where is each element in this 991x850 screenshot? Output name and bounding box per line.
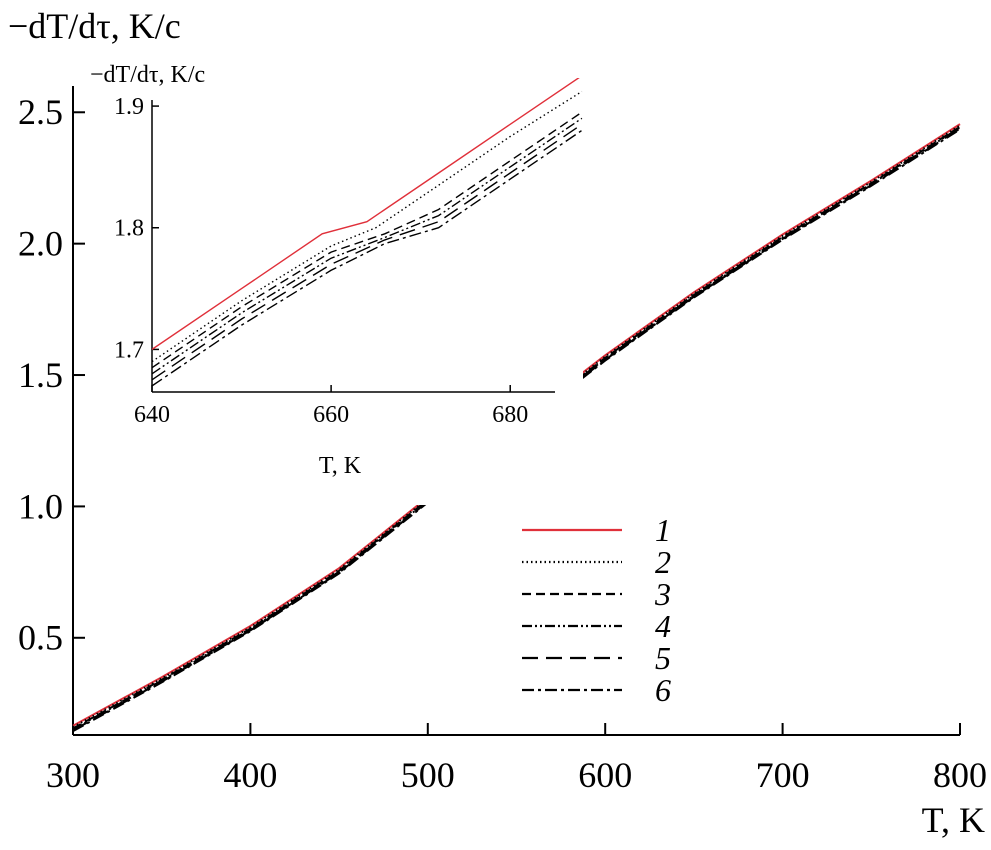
inset-y-ticks: 1.7 1.8 1.9 [114,94,159,363]
inset-y-tick-label: 1.9 [114,94,144,120]
legend-label-2: 2 [655,544,671,580]
main-y-tick-label: 1.5 [18,355,63,395]
main-x-tick-label: 800 [933,755,987,795]
inset-x-ticks: 640 660 680 [134,385,528,428]
inset-background [88,88,583,505]
inset-series-5-line [152,123,583,381]
inset-series-1-line [152,78,580,350]
legend-label-1: 1 [655,512,671,548]
main-y-ticks: 0.5 1.0 1.5 2.0 2.5 [18,92,85,658]
legend-label-4: 4 [655,608,671,644]
inset-series-2-line [152,90,583,363]
main-x-axis-label: T, K [922,800,985,840]
main-x-tick-label: 300 [46,755,100,795]
main-y-tick-label: 0.5 [18,618,63,658]
inset-x-axis-label: T, K [319,453,362,479]
main-x-tick-label: 400 [223,755,277,795]
inset-series-4-line [152,117,583,375]
main-y-axis-label: −dT/dτ, K/c [8,6,181,46]
main-x-tick-label: 700 [756,755,810,795]
legend-label-5: 5 [655,640,671,676]
main-y-tick-label: 2.0 [18,224,63,264]
inset-y-tick-label: 1.8 [114,216,144,242]
inset-x-tick-label: 640 [134,402,170,428]
inset-series-3-line [152,111,583,369]
legend-label-3: 3 [654,576,671,612]
main-y-tick-label: 1.0 [18,486,63,526]
main-x-ticks: 300 400 500 600 700 800 [46,723,987,795]
legend-label-6: 6 [655,672,671,708]
inset-x-tick-label: 660 [313,402,349,428]
main-x-tick-label: 500 [401,755,455,795]
main-y-tick-label: 2.5 [18,92,63,132]
inset-chart: 640 660 680 1.7 1.8 1.9 −dT/dτ, K/c T, K [88,62,583,505]
inset-series [152,78,583,387]
inset-y-tick-label: 1.7 [114,337,144,363]
inset-y-axis-label: −dT/dτ, K/c [90,62,205,88]
inset-series-6-line [152,129,583,387]
inset-x-tick-label: 680 [492,402,528,428]
main-axes [72,86,960,736]
main-x-tick-label: 600 [578,755,632,795]
